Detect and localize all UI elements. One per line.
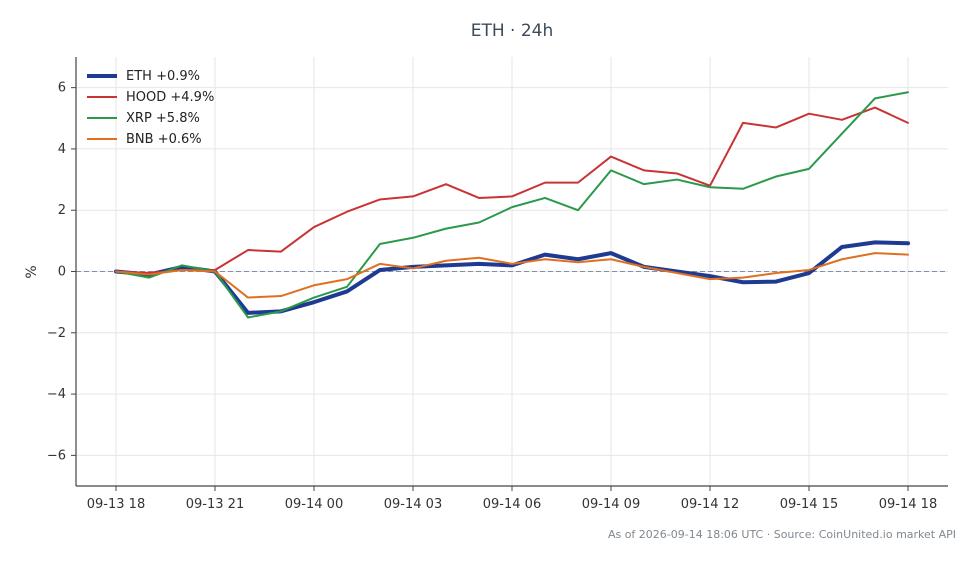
legend-label-0: ETH +0.9%	[126, 69, 200, 84]
series-line-3	[115, 252, 909, 299]
y-tick-label-6: 6	[58, 81, 66, 96]
y-axis-label: %	[24, 265, 40, 278]
legend-label-2: XRP +5.8%	[126, 111, 200, 126]
y-tick-label-5: 4	[58, 142, 66, 157]
x-tick-label-1: 09-13 21	[186, 497, 244, 512]
x-tick-label-5: 09-14 09	[582, 497, 640, 512]
series-line-2	[115, 91, 909, 319]
x-tick-label-3: 09-14 03	[384, 497, 442, 512]
legend-label-1: HOOD +4.9%	[126, 90, 214, 105]
y-tick-label-0: −6	[47, 448, 66, 463]
y-tick-label-4: 2	[58, 203, 66, 218]
legend: ETH +0.9% HOOD +4.9% XRP +5.8% BNB +0.6%	[87, 69, 214, 147]
legend-label-3: BNB +0.6%	[126, 132, 202, 147]
x-tick-label-4: 09-14 06	[483, 497, 541, 512]
series-line-0	[114, 240, 910, 315]
x-tick-label-6: 09-14 12	[681, 497, 739, 512]
series-line-1	[115, 106, 909, 275]
y-tick-label-2: −2	[47, 326, 66, 341]
footer-source: As of 2026-09-14 18:06 UTC · Source: Coi…	[608, 528, 956, 541]
x-ticks: 09-13 18 09-13 21 09-14 00 09-14 03 09-14 06…	[87, 486, 937, 512]
y-ticks: −6 −4 −2 0 2 4 6	[47, 81, 76, 463]
x-tick-label-8: 09-14 18	[879, 497, 937, 512]
series-lines	[114, 91, 910, 319]
x-tick-label-0: 09-13 18	[87, 497, 145, 512]
x-tick-label-7: 09-14 15	[780, 497, 838, 512]
x-tick-label-2: 09-14 00	[285, 497, 343, 512]
y-tick-label-1: −4	[47, 387, 66, 402]
y-tick-label-3: 0	[58, 265, 66, 280]
chart-title: ETH · 24h	[471, 21, 554, 41]
